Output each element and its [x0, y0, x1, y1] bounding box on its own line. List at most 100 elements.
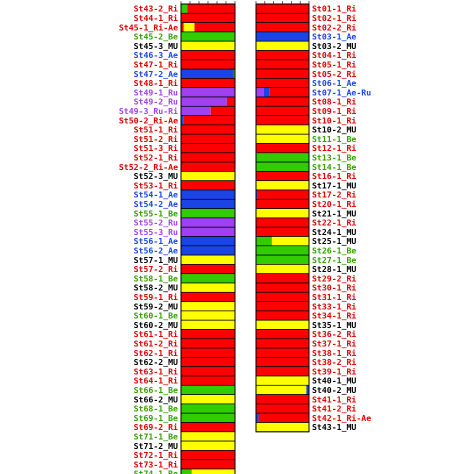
sample-label-right-24: St24-1_MU [312, 227, 356, 237]
sample-label-left-29: St58-1_Be [134, 273, 178, 283]
sample-label-right-26: St26-1_Be [312, 246, 356, 256]
sample-label-left-49: St73-1_Ri [134, 459, 178, 469]
sample-label-left-16: St52-1_Ri [134, 153, 178, 163]
bar-segment-right-4-0-yellow [256, 41, 309, 51]
sample-label-left-33: St60-1_Be [134, 311, 178, 321]
bar-segment-right-29-0-red [256, 273, 309, 283]
sample-label-left-8: St48-1_Ri [134, 78, 178, 88]
bar-segment-left-2-0-red [181, 22, 184, 32]
sample-label-left-44: St69-1_Be [134, 413, 178, 423]
sample-label-right-33: St34-1_Ri [312, 311, 356, 321]
bar-segment-left-27-0-yellow [181, 255, 235, 265]
bar-segment-right-3-0-blue [256, 31, 309, 42]
bar-segment-right-45-0-yellow [256, 422, 309, 432]
bar-segment-right-44-1-red [258, 413, 309, 423]
bar-segment-left-50-1-yellow [191, 469, 235, 474]
bar-segment-left-18-0-yellow [181, 171, 235, 181]
sample-label-left-17: St52-2_Ri-Ae [119, 162, 178, 172]
bar-segment-right-30-0-red [256, 283, 309, 293]
bar-segment-right-37-0-red [256, 348, 309, 358]
sample-label-left-37: St62-1_Ri [134, 348, 178, 358]
bar-segment-left-34-0-yellow [181, 320, 235, 330]
bar-segment-left-7-1-green [233, 69, 235, 79]
bar-segment-right-20-1-red [257, 190, 309, 200]
sample-label-left-27: St57-1_MU [134, 255, 178, 265]
sample-label-left-25: St56-1_Ae [134, 236, 178, 246]
bar-segment-right-44-0-blue [256, 413, 259, 423]
bar-segment-left-33-0-yellow [181, 310, 235, 321]
bar-segment-left-8-0-red [181, 78, 235, 88]
sample-label-left-34: St60-2_MU [134, 320, 178, 330]
bar-segment-left-6-0-red [181, 59, 235, 70]
sample-label-left-28: St57-2_Ri [134, 264, 178, 274]
bar-segment-right-9-1-blue [263, 87, 270, 97]
bar-segment-right-8-0-red [256, 78, 309, 88]
sample-label-left-3: St45-2_Be [134, 32, 178, 42]
sample-label-right-15: St12-1_Ri [312, 143, 356, 153]
bar-segment-right-39-0-red [256, 366, 309, 376]
bar-segment-right-32-0-red [256, 301, 309, 311]
bar-segment-left-9-0-purple [181, 87, 235, 97]
panel-right-border [255, 3, 310, 433]
bar-segment-left-3-0-green [181, 31, 235, 42]
bar-segment-right-6-0-red [256, 59, 309, 70]
sample-label-right-42: St41-1_Ri [312, 394, 356, 404]
bar-segment-right-1-0-red [256, 13, 309, 23]
bar-segment-right-25-1-yellow [271, 236, 309, 246]
sample-label-right-16: St13-1_Be [312, 153, 356, 163]
bar-segment-left-5-0-red [181, 50, 235, 60]
bar-segment-left-42-0-yellow [181, 394, 235, 404]
bar-segment-left-20-0-blue [181, 190, 235, 200]
sample-label-right-25: St25-1_MU [312, 236, 356, 246]
bar-segment-right-20-0-blue [256, 190, 258, 200]
bar-segment-right-2-0-red [256, 22, 309, 32]
bar-segment-left-50-0-green [181, 469, 192, 474]
sample-label-right-45: St43-1_MU [312, 422, 356, 432]
bar-segment-right-40-0-yellow [256, 376, 309, 386]
bar-segment-left-28-0-red [181, 264, 235, 274]
bar-segment-left-47-0-yellow [181, 441, 235, 451]
sample-label-right-14: St11-1_Be [312, 134, 356, 144]
bar-segment-left-2-1-yellow [183, 22, 195, 32]
bar-segment-left-37-0-red [181, 348, 235, 358]
bar-segment-left-16-0-red [181, 152, 235, 163]
sample-label-left-7: St47-2_Ae [134, 69, 178, 79]
sample-label-left-4: St45-3_MU [134, 41, 178, 51]
bar-segment-left-29-0-green [181, 273, 235, 283]
sample-label-left-48: St72-1_Ri [134, 450, 178, 460]
sample-label-right-5: St04-1_Ri [312, 50, 356, 60]
sample-label-left-15: St51-3_Ri [134, 143, 178, 153]
bar-segment-right-34-0-yellow [256, 320, 309, 330]
bar-segment-left-7-0-blue [181, 69, 234, 79]
bar-segment-right-26-0-green [256, 245, 309, 256]
bar-segment-left-17-0-red [181, 162, 235, 172]
bar-segment-left-12-0-blue [181, 115, 184, 125]
sample-label-right-11: St09-1_Ri [312, 106, 356, 116]
bar-segment-right-41-0-yellow [256, 385, 307, 395]
sample-label-right-4: St03-2_MU [312, 41, 356, 51]
bar-segment-left-19-0-red [181, 180, 235, 190]
sample-label-right-12: St10-1_Ri [312, 115, 356, 125]
sample-label-left-43: St68-1_Be [134, 404, 178, 414]
sample-label-left-0: St43-2_Ri [134, 4, 178, 14]
sample-label-left-24: St55-3_Ru [134, 227, 178, 237]
sample-label-left-19: St53-1_Ri [134, 180, 178, 190]
sample-label-right-43: St41-2_Ri [312, 404, 356, 414]
bar-segment-left-4-0-yellow [181, 41, 235, 51]
sample-label-right-41: St40-2_MU [312, 385, 356, 395]
sample-label-right-7: St05-2_Ri [312, 69, 356, 79]
bar-segment-right-16-0-green [256, 152, 309, 163]
bar-segment-right-21-0-red [256, 199, 309, 209]
bar-segment-left-13-0-red [181, 124, 235, 135]
sample-label-right-27: St27-1_Be [312, 255, 356, 265]
bar-segment-right-9-2-red [269, 87, 309, 97]
bar-segment-left-44-0-green [181, 413, 235, 423]
bar-segment-right-13-0-yellow [256, 124, 309, 135]
bar-segment-left-39-0-red [181, 366, 235, 376]
sample-label-left-39: St63-1_Ri [134, 366, 178, 376]
sample-label-right-2: St02-2_Ri [312, 22, 356, 32]
sample-label-left-31: St59-1_Ri [134, 292, 178, 302]
bar-segment-right-24-0-red [256, 227, 309, 237]
bar-segment-right-5-0-red [256, 50, 309, 60]
